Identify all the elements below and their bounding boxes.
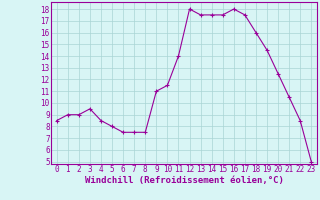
X-axis label: Windchill (Refroidissement éolien,°C): Windchill (Refroidissement éolien,°C): [84, 176, 284, 185]
